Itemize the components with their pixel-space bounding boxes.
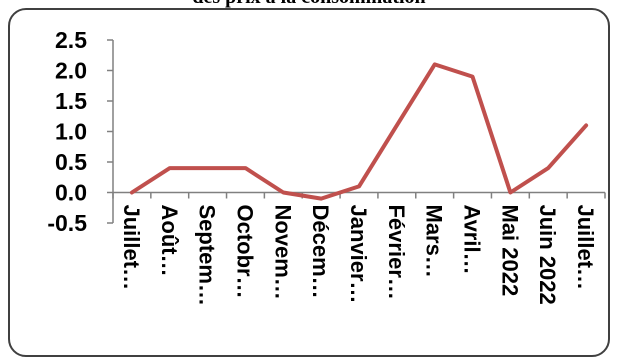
x-tick-label: Octobr…	[232, 205, 257, 299]
x-tick-label: Septem…	[195, 205, 220, 306]
y-tick-label: 0.0	[55, 180, 87, 206]
y-tick-label: 2.0	[55, 58, 87, 84]
chart-title: des prix à la consommation	[0, 0, 618, 9]
y-tick-label: 0.5	[55, 149, 87, 175]
x-tick-label: Juillet…	[119, 205, 144, 291]
x-tick-label: Juin 2022	[535, 205, 560, 305]
y-tick-label: 1.0	[55, 119, 87, 145]
y-tick-label: 2.5	[55, 27, 87, 53]
x-tick-label: Mars…	[422, 205, 447, 278]
axes	[107, 39, 606, 224]
x-tick-label: Avril…	[460, 205, 485, 275]
y-tick-label: 1.5	[55, 88, 87, 114]
x-tick-label: Janvier…	[346, 205, 371, 304]
x-tick-label: Novem…	[270, 205, 295, 300]
x-tick-label: Février…	[384, 205, 409, 300]
series-line-group	[129, 62, 589, 201]
x-tick-label: Août…	[157, 205, 182, 277]
x-tick-label: Décem…	[308, 205, 333, 299]
chart-frame	[8, 8, 610, 357]
y-tick-label: -0.5	[47, 210, 87, 236]
series-line	[129, 62, 589, 201]
x-tick-label: Mai 2022	[497, 205, 522, 297]
x-tick-labels: Juillet… Août… Septem… Octobr… Novem… Décem… J…	[119, 205, 598, 306]
x-tick-label: Juillet…	[573, 205, 598, 291]
y-tick-labels: -0.5 0.0 0.5 1.0 1.5 2.0 2.5	[47, 27, 87, 236]
